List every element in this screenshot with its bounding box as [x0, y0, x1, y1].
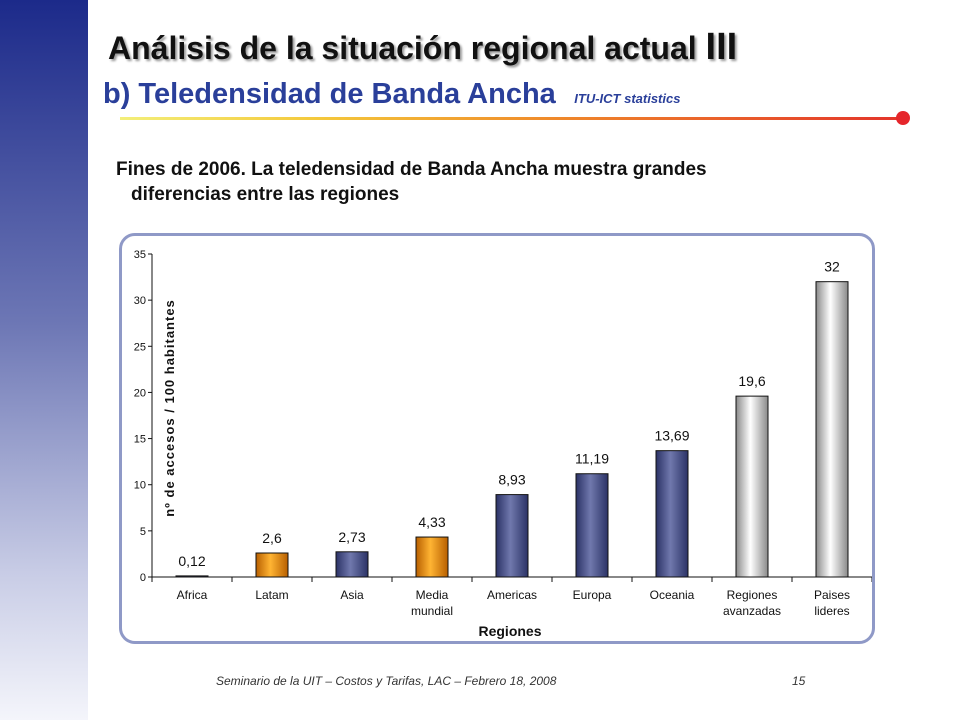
slide-title-roman: III	[705, 26, 738, 68]
bar	[815, 281, 849, 578]
bar	[735, 395, 769, 578]
data-label: 0,12	[178, 553, 205, 569]
data-label: 11,19	[575, 451, 609, 467]
page-number: 15	[792, 674, 806, 688]
x-tick-label: mundial	[411, 604, 453, 618]
data-label: 19,6	[738, 373, 765, 389]
slide-subtitle-source: ITU-ICT statistics	[574, 91, 681, 106]
x-tick-label: Regiones	[727, 588, 778, 602]
bar	[495, 494, 529, 578]
chart-labels: 0,12 Africa 2,6 Latam 2,73 Asia 4,33 Media mundi…	[177, 259, 850, 618]
x-tick-label: Europa	[573, 588, 612, 602]
slide-description: Fines de 2006. La teledensidad de Banda …	[116, 157, 896, 207]
y-tick-label: 0	[140, 572, 146, 584]
x-tick-label: Media	[416, 588, 449, 602]
slide-subtitle-main: b) Teledensidad de Banda Ancha	[103, 78, 556, 110]
y-tick-label: 25	[134, 341, 146, 353]
y-axis-label: nº de accesos / 100 habitantes	[162, 299, 177, 517]
data-label: 32	[824, 259, 840, 275]
bar	[335, 551, 369, 578]
x-tick-label: Paises	[814, 588, 850, 602]
data-label: 13,69	[654, 428, 689, 444]
slide-title-text: Análisis de la situación regional actual	[108, 30, 697, 66]
bar-chart: 0 5 10 15 20 25 30 35 0,12 Africa 2,6 Latam 2,73 Asi…	[134, 249, 872, 639]
y-tick-label: 10	[134, 480, 146, 492]
bar	[175, 575, 209, 578]
slide-description-line1: Fines de 2006. La teledensidad de Banda …	[116, 159, 707, 180]
y-tick-label: 30	[134, 295, 146, 307]
bar	[575, 473, 609, 578]
x-tick-label: Latam	[255, 588, 288, 602]
slide-description-line2: diferencias entre las regiones	[131, 184, 400, 205]
data-label: 2,73	[338, 529, 365, 545]
x-tick-label: avanzadas	[723, 604, 781, 618]
x-tick-label: lideres	[814, 604, 849, 618]
y-tick-label: 15	[134, 434, 146, 446]
title-divider-dot	[896, 111, 910, 125]
y-tick-label: 5	[140, 526, 146, 538]
data-label: 2,6	[262, 530, 282, 546]
y-tick-label: 35	[134, 249, 146, 261]
side-gradient-band	[0, 0, 88, 720]
bar	[655, 450, 689, 578]
x-tick-label: Americas	[487, 588, 537, 602]
bar	[415, 536, 449, 578]
slide-subtitle: b) Teledensidad de Banda Ancha ITU-ICT s…	[103, 78, 680, 111]
data-label: 8,93	[498, 472, 525, 488]
slide-title: Análisis de la situación regional actual…	[108, 26, 737, 69]
title-divider	[120, 117, 902, 120]
chart-frame: 0 5 10 15 20 25 30 35 0,12 Africa 2,6 Latam 2,73 Asi…	[119, 233, 875, 644]
chart-bars	[175, 281, 849, 578]
bar	[255, 552, 289, 578]
data-label: 4,33	[418, 514, 445, 530]
x-tick-label: Africa	[177, 588, 208, 602]
x-axis-label: Regiones	[478, 623, 541, 639]
x-tick-label: Oceania	[650, 588, 695, 602]
y-tick-label: 20	[134, 387, 146, 399]
footer-text: Seminario de la UIT – Costos y Tarifas, …	[216, 674, 557, 688]
x-tick-label: Asia	[340, 588, 364, 602]
